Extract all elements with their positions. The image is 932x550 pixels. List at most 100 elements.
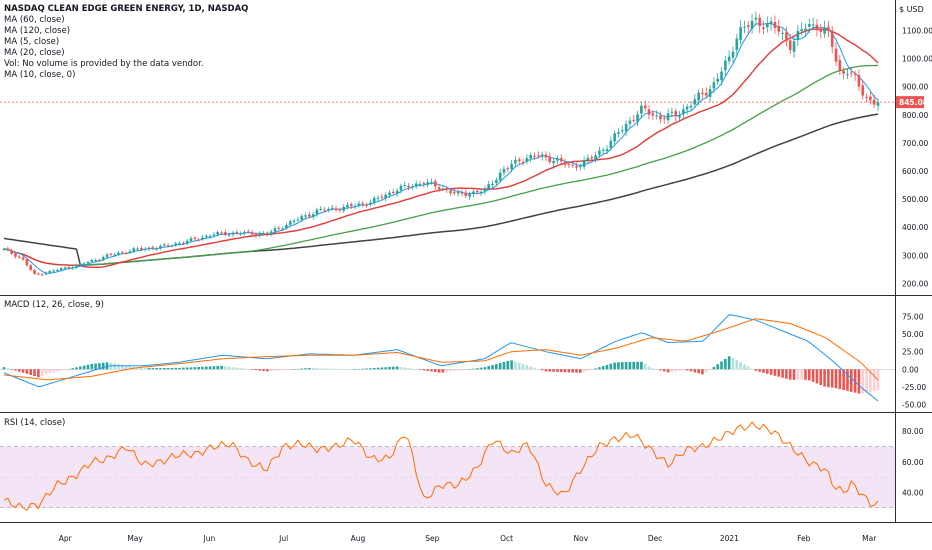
indicator-vol[interactable]: Vol: No volume is provided by the data v… (4, 59, 204, 69)
macd-histogram-bar (399, 367, 403, 370)
macd-histogram-bar (662, 369, 666, 372)
macd-histogram-bar (720, 361, 723, 370)
candle-body (582, 160, 586, 167)
candle-body (342, 206, 345, 211)
indicator-ma5[interactable]: MA (5, close) (4, 37, 60, 47)
macd-histogram-bar (143, 368, 147, 370)
macd-title[interactable]: MACD (12, 26, close, 9) (4, 300, 104, 310)
rsi-title[interactable]: RSI (14, close) (4, 418, 66, 428)
macd-histogram-bar (101, 362, 105, 370)
candle-body (659, 115, 662, 120)
macd-histogram-bar (800, 369, 803, 380)
candle-body (708, 89, 712, 97)
macd-histogram-bar (216, 366, 220, 370)
candle-body (498, 172, 502, 181)
macd-histogram-bar (716, 364, 720, 370)
candle-body (86, 261, 90, 264)
macd-histogram-bar (842, 369, 845, 390)
macd-histogram-bar (739, 362, 742, 370)
macd-histogram-bar (857, 369, 861, 394)
candle-body (357, 203, 361, 206)
candle-body (197, 239, 200, 241)
candle-body (766, 22, 769, 28)
macd-histogram-bar (712, 366, 716, 370)
candle-body (849, 72, 853, 74)
candle-body (17, 256, 21, 258)
candle-body (231, 232, 235, 235)
candle-body (220, 232, 223, 234)
macd-histogram-bar (342, 368, 345, 370)
macd-histogram-bar (357, 368, 361, 370)
macd-histogram-bar (525, 365, 529, 370)
price-tick-label: 1000.00 (902, 55, 932, 64)
candle-body (29, 265, 33, 270)
macd-histogram-bar (456, 369, 460, 371)
candle-body (14, 253, 17, 257)
candle-body (853, 74, 857, 76)
macd-histogram-bar (201, 366, 204, 370)
macd-histogram-bar (727, 356, 731, 370)
macd-histogram-bar (426, 369, 429, 371)
candle-body (525, 158, 529, 162)
macd-histogram-bar (212, 366, 216, 370)
candle-body (6, 248, 10, 251)
macd-histogram-bar (98, 363, 101, 370)
candle-body (613, 133, 616, 142)
price-tick-label: 800.00 (902, 111, 928, 120)
candle-body (266, 232, 269, 235)
macd-histogram-bar (140, 367, 143, 370)
macd-histogram-bar (29, 369, 33, 375)
candle-body (479, 191, 483, 194)
candle-body (304, 215, 307, 217)
macd-histogram-bar (617, 362, 620, 370)
ma60-line (3, 64, 879, 266)
indicator-ma10[interactable]: MA (10, close, 0) (4, 70, 76, 80)
macd-histogram-bar (724, 358, 727, 370)
macd-histogram-bar (33, 369, 36, 377)
macd-histogram-bar (365, 368, 368, 370)
candle-body (441, 188, 445, 190)
macd-histogram-bar (296, 368, 300, 370)
candle-body (182, 242, 185, 244)
candle-body (361, 203, 365, 205)
candle-body (48, 270, 52, 273)
candle-body (292, 220, 296, 222)
macd-histogram-bar (269, 369, 273, 372)
candle-body (559, 158, 563, 162)
candle-body (506, 168, 510, 170)
indicator-ma20[interactable]: MA (20, close) (4, 48, 65, 58)
candle-body (685, 106, 689, 110)
macd-histogram-bar (445, 369, 449, 373)
candle-body (94, 260, 97, 262)
candle-body (483, 188, 487, 192)
macd-histogram-bar (830, 369, 834, 388)
macd-histogram-bar (155, 367, 158, 370)
macd-histogram-bar (380, 367, 384, 370)
macd-histogram-bar (14, 369, 17, 371)
candle-body (704, 92, 708, 96)
macd-histogram-bar (548, 369, 552, 372)
candle-body (2, 248, 6, 250)
candle-body (315, 209, 319, 215)
currency-button[interactable]: $ USD (899, 5, 924, 14)
macd-histogram-bar (582, 369, 586, 372)
candle-body (308, 214, 311, 217)
indicator-ma120[interactable]: MA (120, close) (4, 26, 71, 36)
candle-body (79, 263, 82, 265)
macd-histogram-bar (693, 369, 697, 373)
candle-body (273, 228, 277, 232)
candle-body (552, 161, 555, 164)
candle-body (556, 158, 559, 161)
indicator-ma60[interactable]: MA (60, close) (4, 15, 65, 25)
candle-body (632, 119, 636, 121)
candle-body (430, 181, 433, 183)
macd-signal-line (3, 318, 879, 381)
candle-body (147, 247, 151, 250)
candle-body (762, 27, 765, 30)
macd-histogram-bar (766, 369, 769, 374)
macd-histogram-bar (632, 361, 636, 370)
macd-histogram-bar (407, 368, 410, 370)
macd-histogram-bar (777, 369, 781, 377)
macd-histogram-bar (391, 366, 395, 370)
